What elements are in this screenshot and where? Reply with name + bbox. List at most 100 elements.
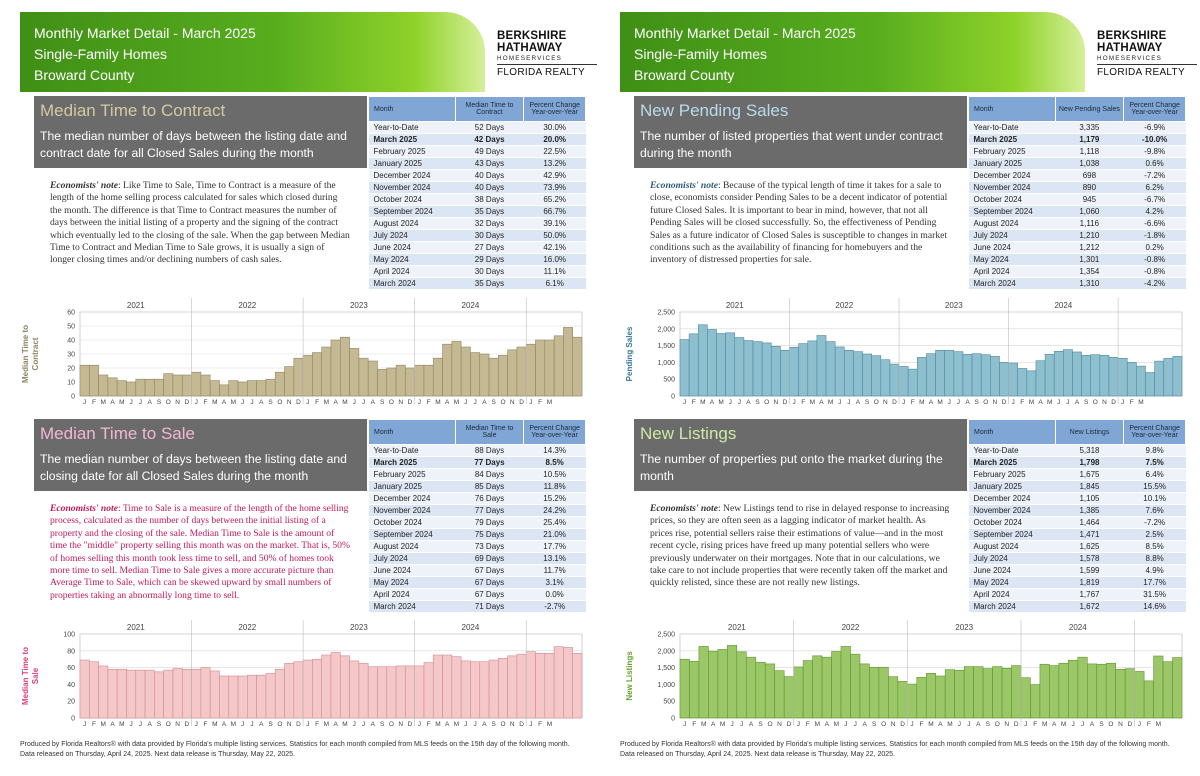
data-table: Month Median Time to Contract Percent Chan…: [368, 96, 586, 290]
x-tick-label: S: [157, 721, 162, 728]
bar: [228, 675, 239, 719]
bar: [962, 354, 973, 397]
table-cell: November 2024: [968, 504, 1056, 517]
table-row: July 2024 30 Days 50.0%: [368, 229, 586, 242]
table-cell: 22.5%: [523, 145, 586, 158]
y-axis-title: Sale: [31, 667, 40, 684]
bar: [917, 357, 927, 397]
x-tick-label: S: [492, 721, 497, 728]
table-row: November 2024 40 Days 73.9%: [368, 181, 586, 194]
year-label: 2022: [238, 623, 256, 632]
table-cell: 9.8%: [1123, 444, 1186, 457]
year-label: 2022: [835, 301, 853, 310]
table-row: May 2024 67 Days 3.1%: [368, 576, 586, 589]
table-row: May 2024 29 Days 16.0%: [368, 253, 586, 266]
bar: [135, 669, 146, 719]
x-tick-label: O: [389, 721, 394, 728]
table-row: November 2024 890 6.2%: [968, 181, 1186, 194]
x-tick-label: M: [1156, 721, 1161, 728]
bar: [488, 357, 499, 397]
table-cell: 1,767: [1055, 588, 1124, 601]
x-tick-label: J: [683, 399, 686, 406]
bar: [963, 666, 974, 719]
x-tick-label: F: [427, 721, 431, 728]
bar: [321, 654, 332, 719]
x-tick-label: J: [362, 399, 365, 406]
table-cell: 1,798: [1055, 456, 1124, 469]
y-tick-label: 2,500: [657, 632, 675, 639]
bar: [88, 364, 99, 397]
bar: [1099, 355, 1110, 397]
bar: [926, 353, 936, 397]
x-tick-label: J: [1071, 721, 1074, 728]
x-tick-label: S: [380, 399, 385, 406]
table-cell: July 2024: [968, 552, 1056, 565]
economists-note: Economists' note: Like Time to Sale, Tim…: [50, 180, 350, 266]
table-cell: 67 Days: [455, 576, 524, 589]
bar: [358, 663, 369, 719]
table-cell: -7.2%: [1123, 169, 1186, 182]
year-label: 2024: [1069, 623, 1087, 632]
x-tick-label: D: [1128, 721, 1133, 728]
table-cell: 73 Days: [455, 540, 524, 553]
x-tick-label: A: [110, 399, 115, 406]
bar: [761, 342, 772, 397]
x-tick-label: A: [333, 721, 338, 728]
x-tick-label: A: [259, 721, 264, 728]
x-tick-label: J: [353, 399, 356, 406]
table-cell: 4.2%: [1123, 205, 1186, 218]
x-tick-label: S: [380, 721, 385, 728]
table-cell: 8.5%: [1123, 540, 1186, 553]
economists-note: Economists' note: Because of the typical…: [650, 180, 948, 266]
y-tick-label: 0: [671, 716, 675, 723]
bar: [698, 646, 709, 719]
x-tick-label: A: [371, 721, 376, 728]
x-tick-label: J: [250, 399, 253, 406]
table-row: June 2024 1,212 0.2%: [968, 241, 1186, 254]
table-row: March 2025 77 Days 8.5%: [368, 456, 586, 469]
bar: [442, 654, 453, 719]
table-row: June 2024 67 Days 11.7%: [368, 564, 586, 577]
bar: [479, 353, 490, 397]
bar: [850, 653, 861, 719]
x-tick-label: O: [983, 399, 988, 406]
section-heading-box: Median Time to Sale The median number of…: [34, 419, 367, 491]
table-cell: 29 Days: [455, 253, 524, 266]
chart-pending-sales: 0 500 1,000 1,500 2,000 2,500 2021 2022 2023 2024…: [625, 298, 1183, 406]
table-cell: February 2025: [968, 145, 1056, 158]
bar: [330, 652, 341, 719]
bar: [432, 357, 443, 397]
table-row: July 2024 69 Days 13.1%: [368, 552, 586, 565]
table-header-cell: Percent Change Year-over-Year: [523, 419, 586, 445]
bar: [116, 380, 127, 397]
bar: [79, 364, 90, 397]
table-cell: March 2024: [368, 600, 456, 613]
table-row: Year-to-Date 5,318 9.8%: [968, 444, 1186, 457]
bar: [1063, 349, 1073, 397]
x-tick-label: F: [204, 721, 208, 728]
x-tick-label: J: [729, 399, 732, 406]
y-axis-title: Median Time to: [21, 325, 30, 383]
x-tick-label: D: [296, 399, 301, 406]
table-cell: September 2024: [968, 528, 1056, 541]
table-cell: 40 Days: [455, 181, 524, 194]
x-tick-label: O: [389, 399, 394, 406]
header-banner: Monthly Market Detail - March 2025 Singl…: [620, 12, 1085, 92]
x-tick-label: J: [464, 721, 467, 728]
table-cell: July 2024: [368, 229, 456, 242]
x-tick-label: A: [482, 399, 487, 406]
table-cell: 1,354: [1055, 265, 1124, 278]
x-tick-label: F: [315, 721, 319, 728]
table-cell: Year-to-Date: [368, 444, 456, 457]
x-tick-label: N: [398, 399, 403, 406]
x-tick-label: F: [1033, 721, 1037, 728]
table-row: March 2024 35 Days 6.1%: [368, 277, 586, 290]
x-tick-label: J: [797, 721, 800, 728]
bar: [553, 335, 564, 397]
bar: [789, 346, 799, 397]
table-cell: 10.1%: [1123, 492, 1186, 505]
x-tick-label: J: [195, 399, 198, 406]
bar: [154, 378, 164, 397]
x-tick-label: J: [1024, 721, 1027, 728]
bar: [256, 674, 267, 719]
